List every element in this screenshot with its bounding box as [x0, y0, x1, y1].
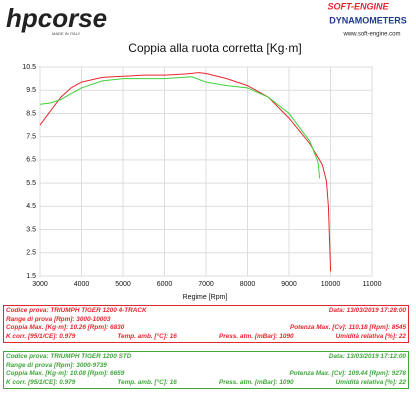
chart: hpcorse MADE IN ITALY SOFT-ENGINE DYNAMO… [6, 1, 407, 301]
brand-tag: MADE IN ITALY [52, 31, 81, 36]
run-torque: Coppia Max. [Kg·m]: 10.08 [Rpm]: 6659 [6, 370, 125, 378]
x-tick-label: 7000 [198, 281, 214, 288]
brand: hpcorse [6, 3, 107, 33]
run-range: Range di prova [Rpm]: 3000-9739 [6, 361, 107, 369]
x-tick-label: 10000 [321, 281, 341, 288]
run-kcorr: K corr. [95/1/CE]: 0.979 [6, 378, 76, 386]
y-tick-label: 5.5 [26, 180, 36, 187]
run-temp: Temp. amb. [°C]: 16 [117, 332, 177, 340]
run-row: Coppia Max. [Kg·m]: 10.26 [Rpm]: 6830 Pot… [6, 324, 406, 333]
run-press: Press. atm. [mBar]: 1090 [218, 378, 294, 386]
y-tick-label: 6.5 [26, 157, 36, 164]
run-row: Range di prova [Rpm]: 3000-9739 [6, 362, 406, 371]
run-row: K corr. [95/1/CE]: 0.979 Temp. amb. [°C]:… [6, 379, 406, 388]
run-date: Data: 13/03/2019 17:28:00 [328, 307, 406, 314]
run-row: Codice prova: TRIUMPH TIGER 1200 STD Data… [6, 353, 406, 362]
run-row: Coppia Max. [Kg·m]: 10.08 [Rpm]: 6659 Pot… [6, 370, 406, 379]
run-box: Codice prova: TRIUMPH TIGER 1200 4-TRACK… [3, 305, 409, 344]
run-range: Range di prova [Rpm]: 3000-10003 [6, 315, 111, 323]
company-sub: DYNAMOMETERS [329, 15, 407, 25]
torque-line [39, 72, 332, 272]
y-tick-label: 4.5 [26, 203, 36, 210]
y-tick-label: 9.5 [26, 87, 36, 94]
y-tick-label: 1.5 [26, 273, 36, 280]
run-torque: Coppia Max. [Kg·m]: 10.26 [Rpm]: 6830 [6, 324, 125, 332]
x-tick-label: 11000 [363, 281, 382, 288]
run-kcorr: K corr. [95/1/CE]: 0.979 [6, 332, 76, 340]
y-tick-label: 2.5 [26, 250, 36, 257]
torque-line [39, 76, 321, 179]
chart-title: Coppia alla ruota corretta [Kg·m] [128, 41, 301, 55]
y-tick-label: 7.5 [26, 134, 36, 141]
run-date: Data: 13/03/2019 17:12:00 [328, 353, 406, 360]
run-row: K corr. [95/1/CE]: 0.979 Temp. amb. [°C]:… [6, 333, 406, 342]
run-power: Potenza Max. [Cv]: 109.44 [Rpm]: 9278 [289, 370, 407, 378]
website: www.soft-engine.com [342, 32, 400, 38]
run-hum: Umidità relativa [%]: 22 [335, 332, 406, 340]
x-tick-label: 5000 [115, 281, 131, 288]
run-power: Potenza Max. [Cv]: 110.18 [Rpm]: 8545 [289, 324, 406, 332]
x-tick-label: 8000 [240, 281, 256, 288]
run-box: Codice prova: TRIUMPH TIGER 1200 STD Data… [3, 351, 409, 390]
run-code: Codice prova: TRIUMPH TIGER 1200 4-TRACK [6, 307, 147, 314]
y-tick-label: 3.5 [26, 226, 36, 233]
run-row: Range di prova [Rpm]: 3000-10003 [6, 316, 406, 325]
run-row: Codice prova: TRIUMPH TIGER 1200 4-TRACK… [6, 307, 406, 316]
x-tick-label: 6000 [157, 281, 173, 288]
x-axis-label: Regime [Rpm] [183, 294, 228, 301]
y-tick-label: 8.5 [26, 110, 36, 117]
x-tick-label: 3000 [32, 281, 48, 288]
run-press: Press. atm. [mBar]: 1090 [218, 332, 294, 340]
run-hum: Umidità relativa [%]: 22 [335, 378, 406, 386]
x-tick-label: 4000 [74, 281, 90, 288]
x-tick-label: 9000 [281, 281, 297, 288]
run-temp: Temp. amb. [°C]: 16 [117, 378, 177, 386]
run-code: Codice prova: TRIUMPH TIGER 1200 STD [6, 353, 132, 360]
company: SOFT-ENGINE [327, 1, 389, 11]
y-tick-label: 10.5 [22, 64, 36, 71]
